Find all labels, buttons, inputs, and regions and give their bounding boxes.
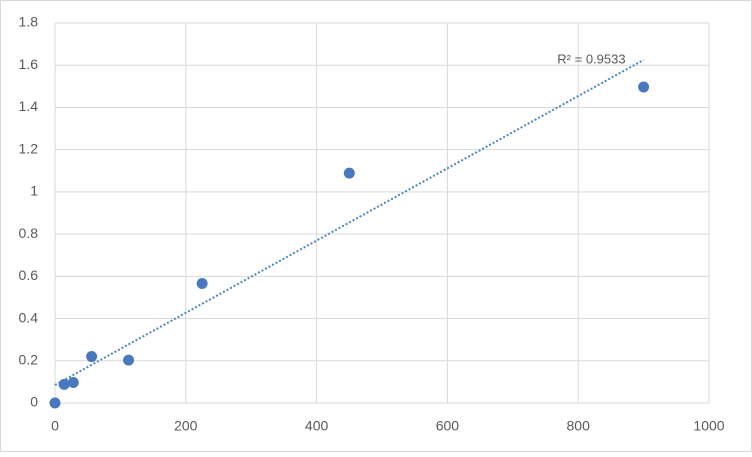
x-tick-label: 600: [436, 418, 460, 434]
point: [67, 377, 79, 389]
y-tick-label: 1.4: [19, 98, 39, 114]
point: [638, 81, 650, 93]
y-tick-label: 1: [30, 183, 38, 199]
x-tick-label: 200: [174, 418, 198, 434]
point: [343, 167, 355, 179]
trendline: [54, 59, 645, 386]
y-tick-label: 0.4: [19, 309, 39, 325]
x-tick-label: 1000: [693, 418, 724, 434]
y-tick-label: 0: [30, 394, 38, 410]
point: [86, 351, 98, 363]
y-tick-label: 1.6: [19, 56, 39, 72]
y-tick-label: 0.8: [19, 225, 39, 241]
y-tick-label: 1.8: [19, 14, 39, 30]
y-tick-label: 1.2: [19, 140, 39, 156]
x-tick-label: 800: [567, 418, 591, 434]
y-tick-label: 0.6: [19, 267, 39, 283]
x-tick-label: 0: [51, 418, 59, 434]
point: [58, 378, 70, 390]
point: [196, 278, 208, 290]
x-tick-label: 400: [305, 418, 329, 434]
point: [49, 397, 61, 409]
point: [123, 354, 135, 366]
y-tick-label: 0.2: [19, 351, 39, 367]
trendline-label: R² = 0.9533: [557, 51, 625, 66]
